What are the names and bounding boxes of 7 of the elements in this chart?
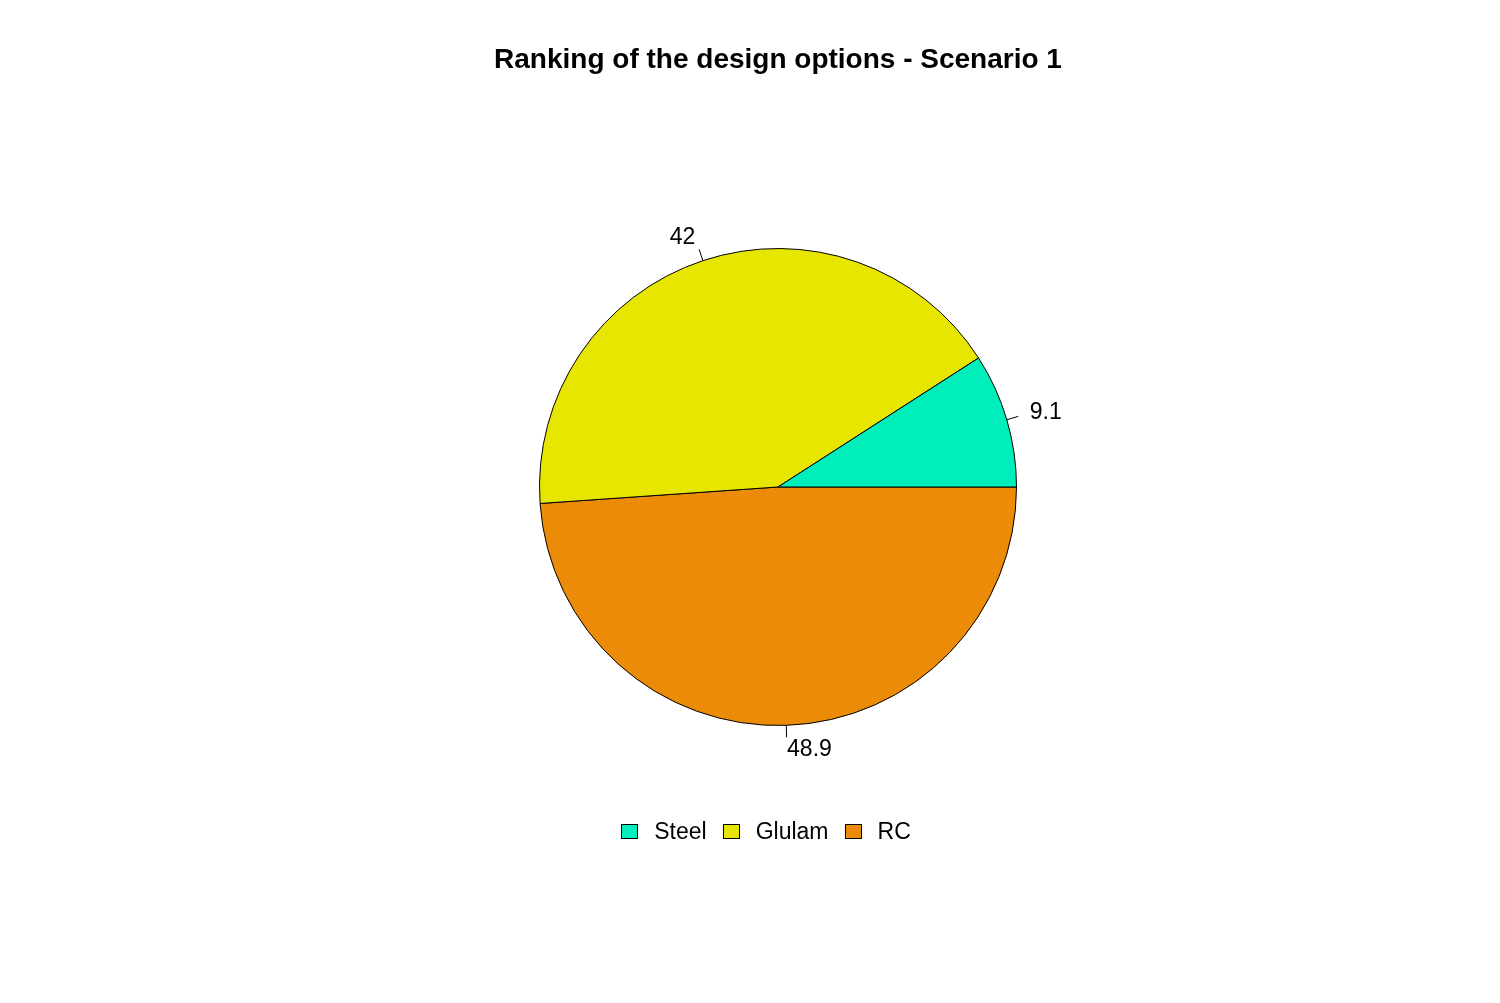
legend-label: Steel (654, 818, 707, 844)
chart-title: Ranking of the design options - Scenario 1 (493, 43, 1063, 75)
data-label: 42 (669, 223, 696, 250)
legend-label: Glulam (755, 818, 829, 844)
data-label: 9.1 (1029, 398, 1062, 425)
data-label: 48.9 (787, 734, 832, 761)
legend-label: RC (877, 818, 911, 844)
